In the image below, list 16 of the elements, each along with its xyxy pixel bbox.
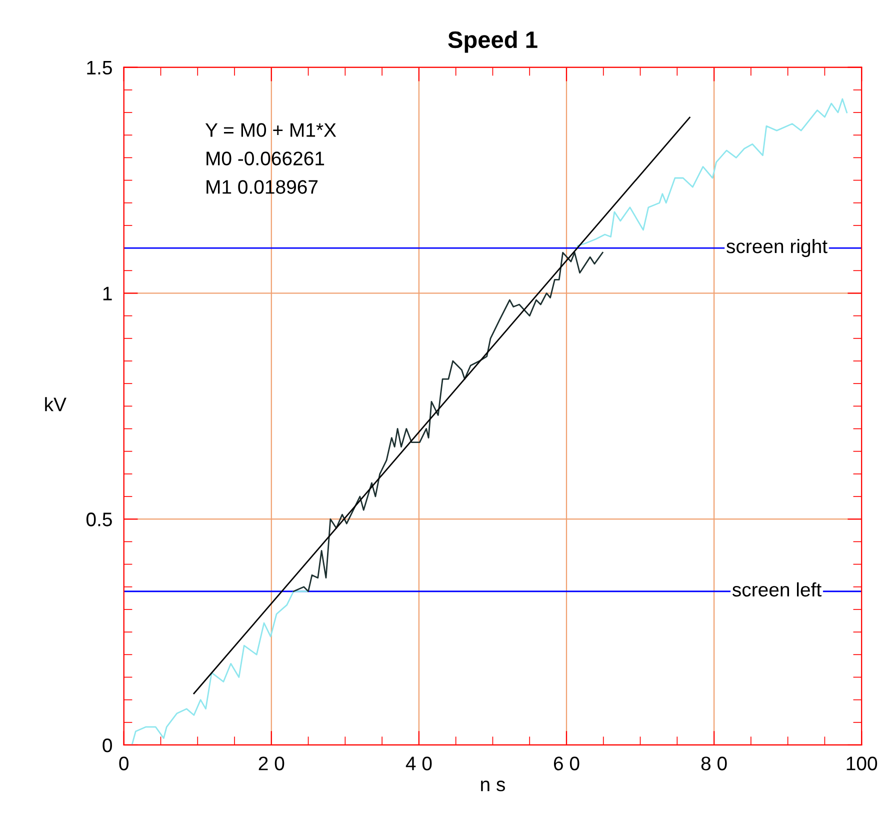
x-tick-label: 8 0 xyxy=(701,756,727,770)
x-tick-label: 0 xyxy=(119,756,128,770)
ref-line-label: screen right xyxy=(726,238,828,258)
y-tick-label: 1 xyxy=(103,286,112,300)
y-axis-title: kV xyxy=(45,397,66,412)
x-tick-label: 4 0 xyxy=(406,756,432,770)
y-tick-label: 0 xyxy=(102,738,112,752)
y-tick-label: 0.5 xyxy=(86,512,112,526)
annotation: Y = M0 + M1*X xyxy=(205,123,336,137)
x-tick-label: 6 0 xyxy=(554,756,580,770)
x-tick-label: 100 xyxy=(846,756,878,770)
y-tick-label: 1.5 xyxy=(87,60,112,75)
ref-line-label: screen left xyxy=(732,582,822,597)
x-axis-title: n s xyxy=(481,780,505,792)
x-tick-label: 2 0 xyxy=(258,756,284,770)
chart-title: Speed 1 xyxy=(448,30,538,53)
